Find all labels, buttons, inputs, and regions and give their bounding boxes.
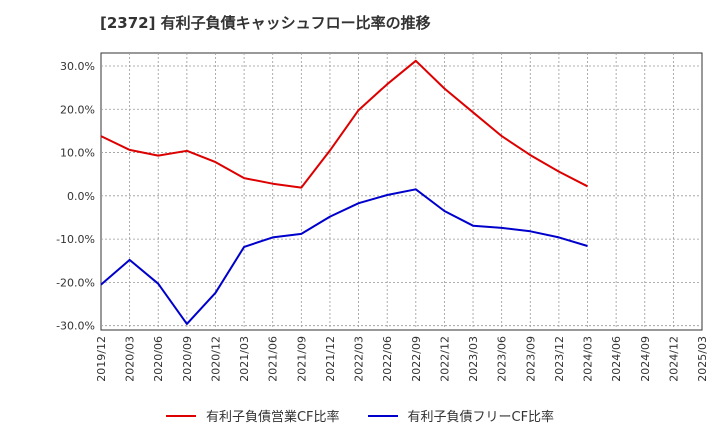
y-tick-label: -20.0% xyxy=(56,276,95,289)
x-tick-label: 2020/03 xyxy=(124,336,137,382)
legend-label-operating-cf: 有利子負債営業CF比率 xyxy=(205,410,340,425)
y-tick-label: 10.0% xyxy=(60,147,95,160)
y-tick-label: 20.0% xyxy=(60,103,95,116)
x-tick-label: 2021/09 xyxy=(295,336,308,382)
x-tick-label: 2020/06 xyxy=(152,336,165,382)
x-tick-label: 2020/12 xyxy=(209,336,222,382)
x-tick-label: 2021/12 xyxy=(324,336,337,382)
x-tick-label: 2023/06 xyxy=(496,336,509,382)
chart-title: [2372] 有利子負債キャッシュフロー比率の推移 xyxy=(100,14,431,32)
x-tick-label: 2023/12 xyxy=(553,336,566,382)
legend-label-free-cf: 有利子負債フリーCF比率 xyxy=(407,410,555,425)
series-line-0 xyxy=(100,59,588,189)
legend: 有利子負債営業CF比率 有利子負債フリーCF比率 xyxy=(0,406,720,425)
y-tick-label: 0.0% xyxy=(67,190,95,203)
x-tick-label: 2021/03 xyxy=(238,336,251,382)
legend-item-operating-cf: 有利子負債営業CF比率 xyxy=(165,406,340,425)
y-tick-label: -10.0% xyxy=(56,233,95,246)
x-tick-label: 2024/06 xyxy=(610,336,623,382)
x-tick-label: 2025/03 xyxy=(696,336,709,382)
x-tick-label: 2019/12 xyxy=(95,336,108,382)
legend-swatch-free-cf xyxy=(367,414,398,417)
x-tick-label: 2023/09 xyxy=(524,336,537,382)
x-tick-label: 2024/03 xyxy=(582,336,595,382)
x-tick-label: 2023/03 xyxy=(467,336,480,382)
x-tick-label: 2022/03 xyxy=(353,336,366,382)
x-tick-label: 2021/06 xyxy=(267,336,280,382)
x-tick-label: 2020/09 xyxy=(181,336,194,382)
x-tick-label: 2024/09 xyxy=(639,336,652,382)
x-tick-label: 2024/12 xyxy=(667,336,680,382)
x-tick-label: 2022/12 xyxy=(438,336,451,382)
y-tick-label: -30.0% xyxy=(56,320,95,333)
legend-item-free-cf: 有利子負債フリーCF比率 xyxy=(367,406,555,425)
x-tick-label: 2022/09 xyxy=(410,336,423,382)
y-tick-label: 30.0% xyxy=(60,60,95,73)
x-tick-label: 2022/06 xyxy=(381,336,394,382)
series-line-1 xyxy=(100,188,588,325)
legend-swatch-operating-cf xyxy=(165,414,196,417)
